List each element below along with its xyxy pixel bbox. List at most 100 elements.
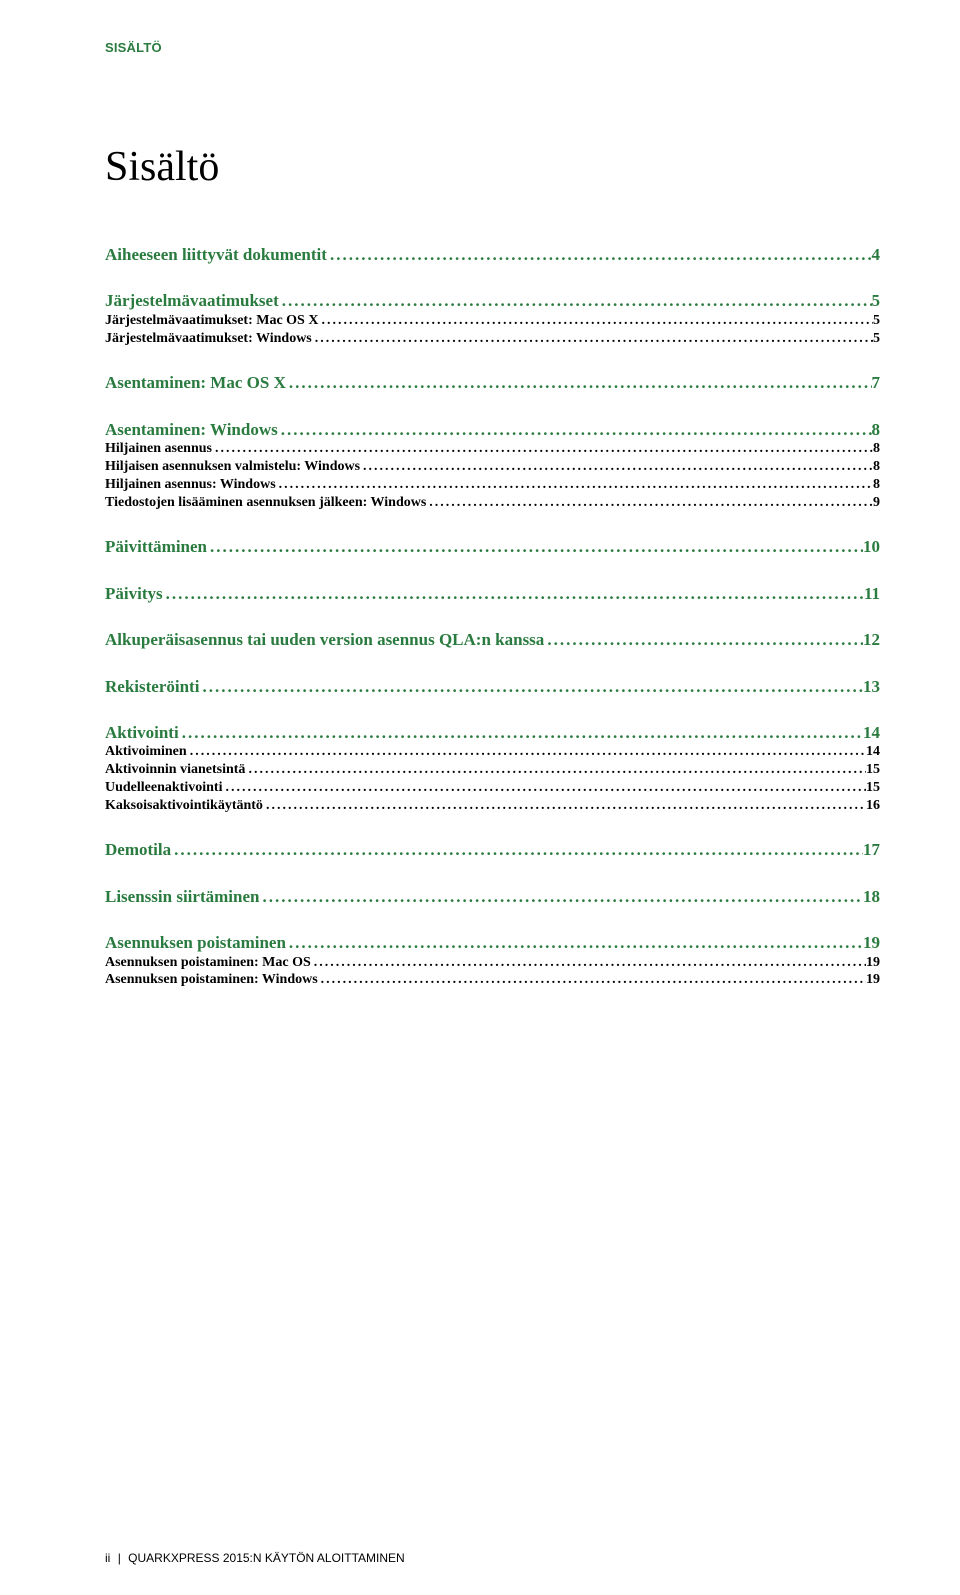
toc-entry-label: Asentaminen: Mac OS X <box>105 373 286 393</box>
toc-entry-level1[interactable]: Demotila................................… <box>105 840 880 860</box>
toc-leader-dots: ........................................… <box>278 420 872 440</box>
toc-entry-label: Demotila <box>105 840 171 860</box>
page: SISÄLTÖ Sisältö Aiheeseen liittyvät doku… <box>0 0 960 1595</box>
toc-entry-level1[interactable]: Aiheeseen liittyvät dokumentit..........… <box>105 245 880 265</box>
toc-entry-level2[interactable]: Järjestelmävaatimukset: Windows.........… <box>105 331 880 348</box>
toc-entry-level2[interactable]: Asennuksen poistaminen: Windows.........… <box>105 972 880 989</box>
toc-leader-dots: ........................................… <box>222 780 866 797</box>
toc-entry-page: 4 <box>872 245 881 265</box>
running-head: SISÄLTÖ <box>105 40 880 55</box>
toc-entry-label: Asennuksen poistaminen: Mac OS <box>105 955 311 972</box>
toc-entry-page: 19 <box>866 955 880 972</box>
toc-entry-level1[interactable]: Rekisteröinti...........................… <box>105 677 880 697</box>
toc-leader-dots: ........................................… <box>286 373 872 393</box>
toc-entry-level2[interactable]: Tiedostojen lisääminen asennuksen jälkee… <box>105 495 880 512</box>
toc-leader-dots: ........................................… <box>276 477 873 494</box>
toc-leader-dots: ........................................… <box>327 245 872 265</box>
toc-leader-dots: ........................................… <box>212 441 873 458</box>
toc-leader-dots: ........................................… <box>318 972 866 989</box>
toc-leader-dots: ........................................… <box>263 798 866 815</box>
toc-entry-label: Asennuksen poistaminen: Windows <box>105 972 318 989</box>
toc-entry-label: Aiheeseen liittyvät dokumentit <box>105 245 327 265</box>
footer-page-number: ii <box>105 1551 110 1565</box>
toc-entry-label: Päivittäminen <box>105 537 207 557</box>
toc-entry-page: 19 <box>863 933 880 953</box>
toc-leader-dots: ........................................… <box>259 887 863 907</box>
toc-entry-page: 17 <box>863 840 880 860</box>
toc-entry-page: 15 <box>866 780 880 797</box>
toc-leader-dots: ........................................… <box>171 840 863 860</box>
toc-entry-label: Asennuksen poistaminen <box>105 933 286 953</box>
toc-entry-page: 8 <box>873 459 880 476</box>
toc-entry-page: 13 <box>863 677 880 697</box>
toc-entry-level1[interactable]: Järjestelmävaatimukset..................… <box>105 291 880 311</box>
toc-entry-page: 5 <box>873 331 880 348</box>
toc-entry-level2[interactable]: Järjestelmävaatimukset: Mac OS X........… <box>105 313 880 330</box>
toc-entry-label: Alkuperäisasennus tai uuden version asen… <box>105 630 544 650</box>
footer-separator: | <box>114 1551 125 1565</box>
toc-entry-page: 12 <box>863 630 880 650</box>
footer: ii | QUARKXPRESS 2015:N KÄYTÖN ALOITTAMI… <box>105 1551 405 1565</box>
toc-leader-dots: ........................................… <box>199 677 863 697</box>
toc-entry-page: 16 <box>866 798 880 815</box>
toc-leader-dots: ........................................… <box>311 955 866 972</box>
toc-entry-label: Hiljainen asennus: Windows <box>105 477 276 494</box>
toc-leader-dots: ........................................… <box>279 291 872 311</box>
toc-leader-dots: ........................................… <box>360 459 873 476</box>
toc-entry-level1[interactable]: Aktivointi..............................… <box>105 723 880 743</box>
toc-entry-level2[interactable]: Hiljaisen asennuksen valmistelu: Windows… <box>105 459 880 476</box>
toc-entry-level2[interactable]: Hiljainen asennus: Windows..............… <box>105 477 880 494</box>
toc-entry-label: Lisenssin siirtäminen <box>105 887 259 907</box>
toc-entry-page: 18 <box>863 887 880 907</box>
toc-leader-dots: ........................................… <box>187 744 866 761</box>
toc-leader-dots: ........................................… <box>426 495 873 512</box>
toc-entry-page: 8 <box>873 477 880 494</box>
toc-entry-page: 7 <box>872 373 881 393</box>
footer-text: QUARKXPRESS 2015:N KÄYTÖN ALOITTAMINEN <box>128 1551 405 1565</box>
toc-entry-label: Järjestelmävaatimukset: Windows <box>105 331 312 348</box>
toc-entry-label: Aktivoiminen <box>105 744 187 761</box>
toc-entry-level2[interactable]: Aktivoiminen............................… <box>105 744 880 761</box>
toc-entry-label: Aktivoinnin vianetsintä <box>105 762 245 779</box>
toc-entry-page: 9 <box>873 495 880 512</box>
toc-entry-label: Aktivointi <box>105 723 179 743</box>
toc-entry-level1[interactable]: Päivitys................................… <box>105 584 880 604</box>
toc-entry-label: Hiljainen asennus <box>105 441 212 458</box>
toc-entry-label: Rekisteröinti <box>105 677 199 697</box>
toc-entry-label: Kaksoisaktivointikäytäntö <box>105 798 263 815</box>
toc-entry-label: Uudelleenaktivointi <box>105 780 222 797</box>
toc-entry-level2[interactable]: Hiljainen asennus.......................… <box>105 441 880 458</box>
toc-entry-page: 8 <box>872 420 881 440</box>
toc-leader-dots: ........................................… <box>163 584 864 604</box>
toc-leader-dots: ........................................… <box>318 313 873 330</box>
toc-entry-level2[interactable]: Asennuksen poistaminen: Mac OS..........… <box>105 955 880 972</box>
toc-entry-page: 5 <box>873 313 880 330</box>
toc-entry-level1[interactable]: Päivittäminen...........................… <box>105 537 880 557</box>
toc-entry-page: 5 <box>872 291 881 311</box>
toc-entry-level2[interactable]: Aktivoinnin vianetsintä.................… <box>105 762 880 779</box>
toc-entry-page: 14 <box>863 723 880 743</box>
toc-entry-page: 15 <box>866 762 880 779</box>
toc-leader-dots: ........................................… <box>544 630 863 650</box>
toc-leader-dots: ........................................… <box>245 762 866 779</box>
toc-entry-label: Tiedostojen lisääminen asennuksen jälkee… <box>105 495 426 512</box>
toc-entry-label: Järjestelmävaatimukset <box>105 291 279 311</box>
toc-entry-level1[interactable]: Asentaminen: Mac OS X...................… <box>105 373 880 393</box>
toc-entry-level1[interactable]: Lisenssin siirtäminen...................… <box>105 887 880 907</box>
toc-leader-dots: ........................................… <box>286 933 863 953</box>
toc-leader-dots: ........................................… <box>312 331 873 348</box>
toc-entry-level2[interactable]: Uudelleenaktivointi.....................… <box>105 780 880 797</box>
toc-entry-level2[interactable]: Kaksoisaktivointikäytäntö...............… <box>105 798 880 815</box>
toc-leader-dots: ........................................… <box>207 537 863 557</box>
toc-entry-level1[interactable]: Asennuksen poistaminen..................… <box>105 933 880 953</box>
toc-entry-label: Asentaminen: Windows <box>105 420 278 440</box>
page-title: Sisältö <box>105 143 880 191</box>
toc-entry-page: 19 <box>866 972 880 989</box>
toc-entry-level1[interactable]: Alkuperäisasennus tai uuden version asen… <box>105 630 880 650</box>
toc-entry-level1[interactable]: Asentaminen: Windows....................… <box>105 420 880 440</box>
toc-entry-page: 11 <box>864 584 880 604</box>
table-of-contents: Aiheeseen liittyvät dokumentit..........… <box>105 245 880 989</box>
toc-entry-label: Päivitys <box>105 584 163 604</box>
toc-entry-label: Järjestelmävaatimukset: Mac OS X <box>105 313 318 330</box>
toc-entry-page: 14 <box>866 744 880 761</box>
